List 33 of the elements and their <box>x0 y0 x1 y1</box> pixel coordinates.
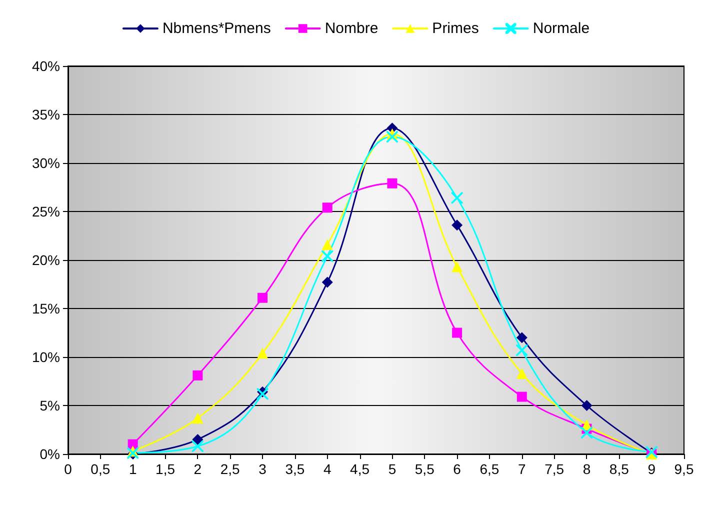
y-tick-label: 15% <box>32 300 60 316</box>
x-tick-label: 5 <box>388 461 396 477</box>
y-tick-label: 30% <box>32 155 60 171</box>
x-tick-label: 7,5 <box>544 461 564 477</box>
y-tick-label: 20% <box>32 252 60 268</box>
x-tick-label: 9,5 <box>674 461 694 477</box>
legend-label: Nombre <box>324 20 378 37</box>
x-tick-label: 6,5 <box>480 461 500 477</box>
x-tick-label: 5,5 <box>414 461 435 477</box>
x-tick-label: 9 <box>648 461 656 477</box>
x-tick-label: 0,5 <box>90 461 110 477</box>
y-tick-label: 0% <box>40 446 60 462</box>
x-tick-label: 2 <box>194 461 202 477</box>
x-tick-label: 8,5 <box>609 461 630 477</box>
x-tick-label: 1 <box>128 461 137 477</box>
legend-label: Normale <box>532 20 590 37</box>
x-tick-label: 0 <box>64 461 72 477</box>
x-tick-label: 1,5 <box>156 461 176 477</box>
x-tick-label: 7 <box>518 461 526 477</box>
legend-label: Primes <box>432 20 479 37</box>
x-tick-label: 2,5 <box>220 461 240 477</box>
x-tick-label: 4,5 <box>350 461 370 477</box>
y-tick-label: 40% <box>32 58 60 74</box>
legend-label: Nbmens*Pmens <box>162 20 271 37</box>
x-tick-label: 4 <box>323 461 332 477</box>
y-tick-label: 10% <box>32 349 60 365</box>
x-tick-label: 3,5 <box>285 461 305 477</box>
x-tick-label: 3 <box>258 461 267 477</box>
y-tick-label: 25% <box>32 204 60 220</box>
x-tick-label: 8 <box>582 461 591 477</box>
y-tick-label: 5% <box>40 398 60 414</box>
y-tick-label: 35% <box>32 106 60 122</box>
x-tick-label: 6 <box>453 461 462 477</box>
